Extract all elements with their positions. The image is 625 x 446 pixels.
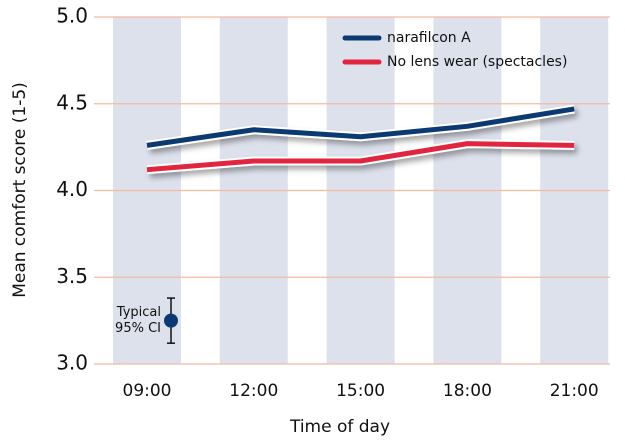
x-tick-label: 18:00 [443,381,492,401]
y-tick-label: 5.0 [56,4,88,28]
y-tick-label: 4.5 [56,90,88,114]
x-tick-label: 12:00 [229,381,278,401]
grid [94,16,610,365]
series-line [146,141,575,173]
x-tick-label: 21:00 [550,381,599,401]
y-tick-label: 3.0 [56,351,88,375]
legend-label: No lens wear (spectacles) [387,54,567,70]
x-axis-title: Time of day [289,417,390,437]
y-axis-title: Mean comfort score (1-5) [10,82,30,298]
y-tick-label: 4.0 [56,177,88,201]
y-tick-label: 3.5 [56,264,88,288]
x-tick-label: 09:00 [123,381,172,401]
ci-label: Typical [116,305,161,320]
ci-point [164,313,178,328]
lines [146,104,575,175]
legend-label: narafilcon A [387,30,471,46]
x-tick-label: 15:00 [336,381,385,401]
series-line [146,106,575,148]
ci-label: 95% CI [115,321,161,336]
